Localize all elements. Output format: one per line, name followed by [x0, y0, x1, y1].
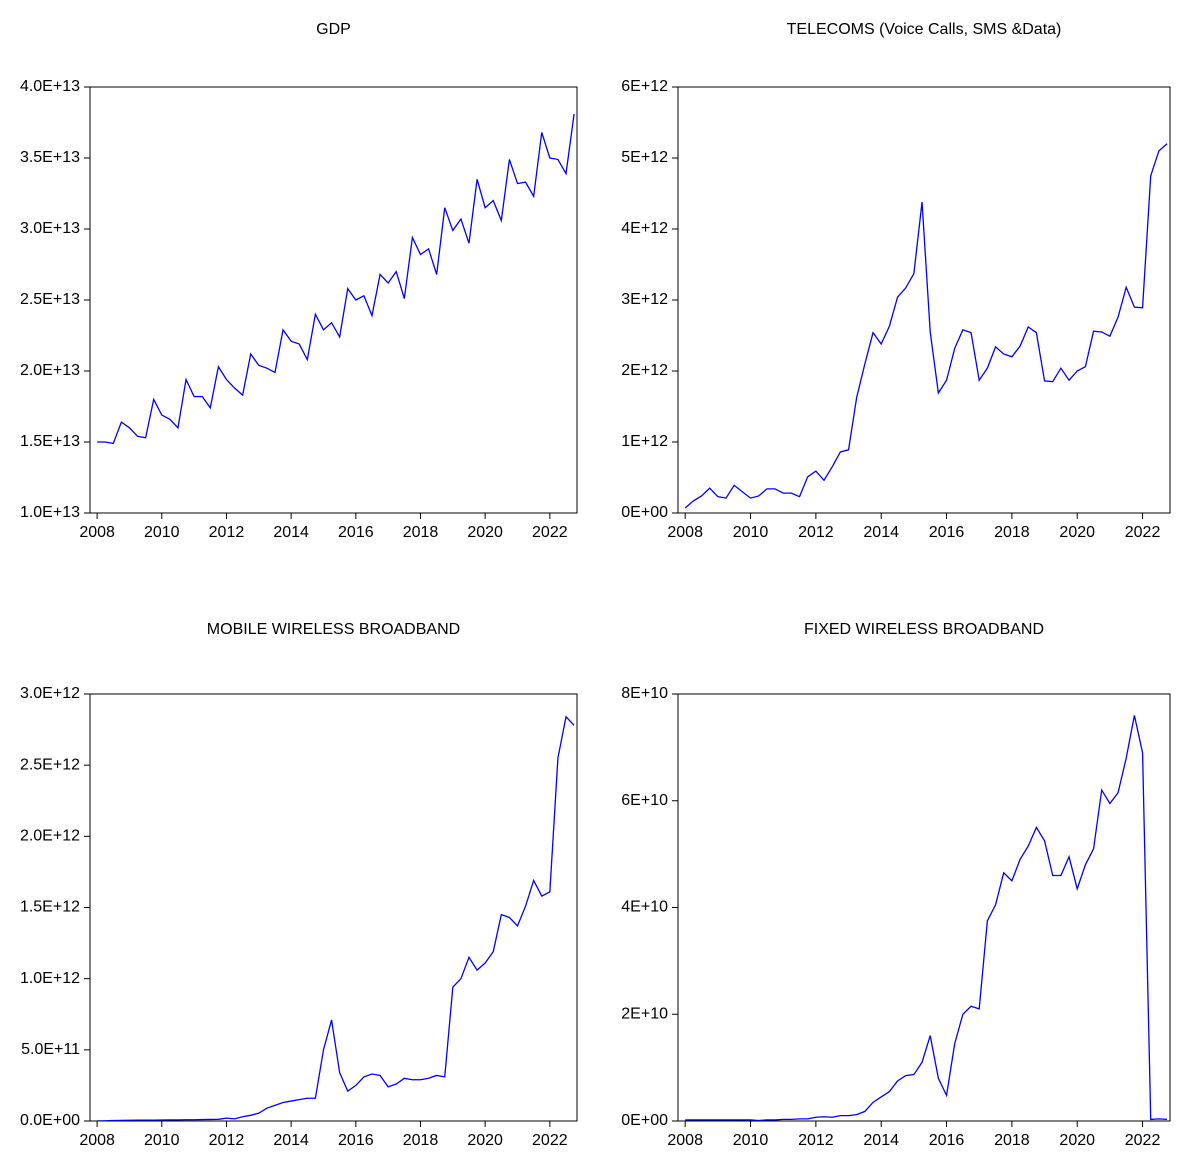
y-tick-label: 0.0E+00: [20, 1112, 80, 1129]
x-tick-label: 2018: [403, 1132, 439, 1149]
plot-frame: [677, 86, 1171, 514]
x-tick-label: 2012: [798, 1132, 834, 1149]
y-tick-label: 2E+10: [621, 1005, 668, 1022]
x-tick-label: 2022: [1125, 524, 1161, 541]
y-tick-label: 4E+12: [621, 220, 668, 237]
x-tick-label: 2014: [273, 524, 309, 541]
y-tick-label: 2.5E+13: [20, 291, 80, 308]
chart-title: FIXED WIRELESS BROADBAND: [804, 621, 1044, 638]
y-tick-label: 3E+12: [621, 291, 668, 308]
x-tick-label: 2012: [798, 524, 834, 541]
y-tick-label: 1.5E+13: [20, 433, 80, 450]
y-tick-label: 6E+10: [621, 792, 668, 809]
x-tick-label: 2018: [994, 524, 1030, 541]
y-tick-label: 5.0E+11: [21, 1041, 80, 1058]
x-tick-label: 2014: [273, 1132, 309, 1149]
x-tick-label: 2020: [1059, 1132, 1095, 1149]
x-tick-label: 2008: [79, 1132, 115, 1149]
y-tick-label: 1E+12: [621, 433, 668, 450]
plot-frame: [89, 86, 578, 514]
y-tick-label: 3.0E+13: [20, 220, 80, 237]
x-tick-label: 2010: [144, 524, 180, 541]
x-tick-label: 2018: [994, 1132, 1030, 1149]
x-tick-label: 2010: [144, 1132, 180, 1149]
chart-title: GDP: [316, 21, 351, 38]
chart-title: MOBILE WIRELESS BROADBAND: [207, 621, 460, 638]
plot-frame: [89, 693, 578, 1122]
y-tick-label: 1.0E+13: [20, 504, 80, 521]
x-tick-label: 2020: [467, 524, 503, 541]
x-tick-label: 2018: [403, 524, 439, 541]
y-tick-label: 1.0E+12: [20, 970, 80, 987]
data-line: [97, 715, 575, 1122]
y-tick-label: 3.0E+12: [20, 685, 80, 702]
chart-title: TELECOMS (Voice Calls, SMS &Data): [787, 21, 1062, 38]
y-tick-label: 5E+12: [621, 149, 668, 166]
y-tick-label: 2.0E+12: [20, 828, 80, 845]
y-tick-label: 2E+12: [621, 362, 668, 379]
x-tick-label: 2020: [1059, 524, 1095, 541]
x-tick-label: 2014: [863, 1132, 899, 1149]
x-tick-label: 2016: [338, 1132, 374, 1149]
x-tick-label: 2020: [467, 1132, 503, 1149]
y-tick-label: 8E+10: [621, 685, 668, 702]
y-tick-label: 4.0E+13: [20, 78, 80, 95]
y-tick-label: 3.5E+13: [20, 149, 80, 166]
x-tick-label: 2016: [338, 524, 374, 541]
x-tick-label: 2008: [79, 524, 115, 541]
x-tick-label: 2014: [863, 524, 899, 541]
y-tick-label: 0E+00: [621, 1112, 668, 1129]
y-tick-label: 1.5E+12: [20, 899, 80, 916]
x-tick-label: 2008: [667, 1132, 703, 1149]
x-tick-label: 2010: [733, 524, 769, 541]
x-tick-label: 2010: [733, 1132, 769, 1149]
x-tick-label: 2022: [532, 1132, 568, 1149]
data-line: [685, 715, 1168, 1122]
y-tick-label: 2.0E+13: [20, 362, 80, 379]
x-tick-label: 2016: [929, 1132, 965, 1149]
x-tick-label: 2012: [209, 1132, 245, 1149]
y-tick-label: 4E+10: [621, 899, 668, 916]
x-tick-label: 2022: [1125, 1132, 1161, 1149]
x-tick-label: 2012: [209, 524, 245, 541]
y-tick-label: 6E+12: [621, 78, 668, 95]
data-line: [684, 143, 1168, 509]
x-tick-label: 2022: [532, 524, 568, 541]
x-tick-label: 2016: [929, 524, 965, 541]
x-tick-label: 2008: [667, 524, 703, 541]
y-tick-label: 0E+00: [621, 504, 668, 521]
data-line: [97, 113, 575, 445]
y-tick-label: 2.5E+12: [20, 756, 80, 773]
